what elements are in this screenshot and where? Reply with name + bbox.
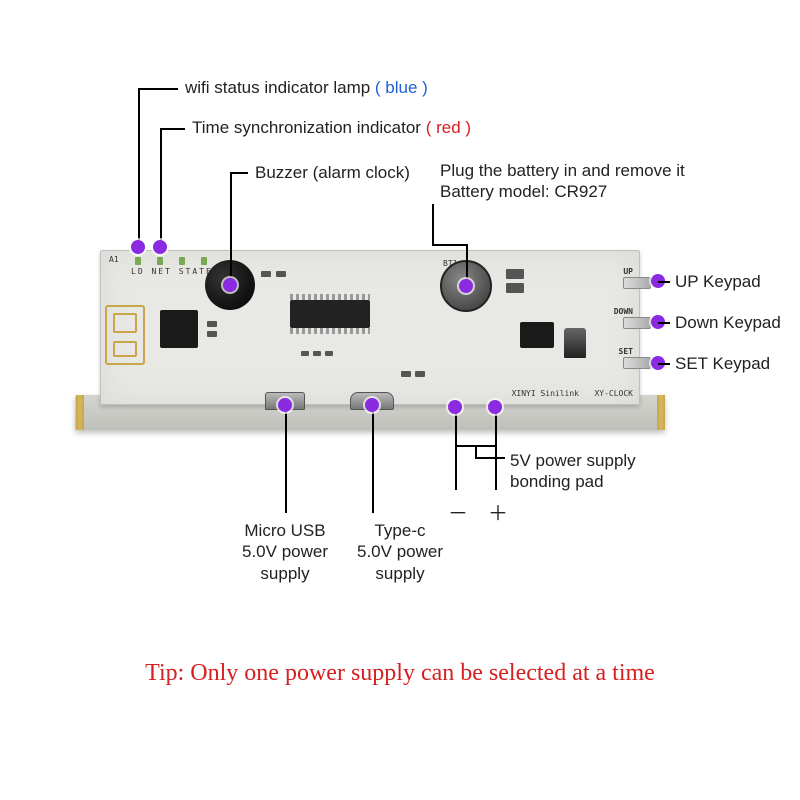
leader-set bbox=[658, 363, 670, 365]
label-buzzer: Buzzer (alarm clock) bbox=[255, 163, 410, 183]
smd-r3 bbox=[301, 351, 309, 356]
tip-text: Tip: Only one power supply can be select… bbox=[0, 660, 800, 687]
leader-buzzer-v bbox=[230, 172, 232, 285]
smd-r4 bbox=[313, 351, 321, 356]
gold-edge-left bbox=[76, 395, 84, 430]
smd-r7 bbox=[415, 371, 425, 377]
dot-micro bbox=[278, 398, 292, 412]
label-bond: 5V power supply bonding pad bbox=[510, 450, 680, 493]
smd-c1 bbox=[207, 321, 217, 327]
leader-time-v bbox=[160, 128, 162, 247]
smd-u2 bbox=[506, 269, 524, 279]
leader-micro-v bbox=[285, 405, 287, 513]
dot-buzzer bbox=[223, 278, 237, 292]
smd-r5 bbox=[325, 351, 333, 356]
leader-wifi-v bbox=[138, 88, 140, 247]
dot-typec bbox=[365, 398, 379, 412]
led-net bbox=[157, 257, 163, 265]
leader-battery-h bbox=[432, 244, 466, 246]
smd-r1 bbox=[261, 271, 271, 277]
button-up bbox=[623, 277, 651, 289]
leader-up bbox=[658, 281, 670, 283]
label-typec: Type-c 5.0V power supply bbox=[345, 520, 455, 584]
leader-typec-v bbox=[372, 405, 374, 513]
led-state bbox=[179, 257, 185, 265]
label-micro-3: supply bbox=[230, 563, 340, 584]
led-ld bbox=[135, 257, 141, 265]
diagram-canvas: A1 LD NET STATE LOCK XINYI Sinilink XY-C… bbox=[0, 0, 800, 800]
label-micro-2: 5.0V power bbox=[230, 541, 340, 562]
button-set bbox=[623, 357, 651, 369]
label-wifi: wifi status indicator lamp ( blue ) bbox=[185, 78, 428, 98]
label-plus: ＋ bbox=[488, 497, 508, 526]
label-typec-1: Type-c bbox=[345, 520, 455, 541]
label-bond-1: 5V power supply bbox=[510, 450, 680, 471]
dot-time bbox=[153, 240, 167, 254]
label-up: UP Keypad bbox=[675, 272, 761, 292]
led-lock bbox=[201, 257, 207, 265]
gold-edge-right bbox=[657, 395, 665, 430]
label-typec-3: supply bbox=[345, 563, 455, 584]
button-down bbox=[623, 317, 651, 329]
label-battery-line2: Battery model: CR927 bbox=[440, 181, 740, 202]
leader-time-h bbox=[160, 128, 185, 130]
leader-battery-v bbox=[432, 204, 434, 244]
label-down: Down Keypad bbox=[675, 313, 781, 333]
leader-down bbox=[658, 322, 670, 324]
leader-bond-h2 bbox=[475, 457, 505, 459]
rtc-chip bbox=[520, 322, 554, 348]
label-battery: Plug the battery in and remove it Batter… bbox=[440, 160, 740, 203]
label-typec-2: 5.0V power bbox=[345, 541, 455, 562]
label-time-paren: ( red ) bbox=[426, 118, 471, 137]
silk-up: UP bbox=[623, 267, 633, 276]
leader-wifi-h bbox=[138, 88, 178, 90]
leader-bond-v bbox=[475, 445, 477, 457]
label-bond-2: bonding pad bbox=[510, 471, 680, 492]
driver-chip bbox=[290, 300, 370, 328]
dot-battery bbox=[459, 279, 473, 293]
silk-down: DOWN bbox=[614, 307, 633, 316]
label-wifi-text: wifi status indicator lamp bbox=[185, 78, 370, 97]
dot-wifi bbox=[131, 240, 145, 254]
label-set: SET Keypad bbox=[675, 354, 770, 374]
smd-r2 bbox=[276, 271, 286, 277]
mcu-chip bbox=[160, 310, 198, 348]
label-minus: － bbox=[448, 497, 468, 526]
label-time: Time synchronization indicator ( red ) bbox=[192, 118, 471, 138]
leader-plus bbox=[495, 407, 497, 490]
label-micro: Micro USB 5.0V power supply bbox=[230, 520, 340, 584]
smd-r6 bbox=[401, 371, 411, 377]
label-time-text: Time synchronization indicator bbox=[192, 118, 421, 137]
dot-minus bbox=[448, 400, 462, 414]
electrolytic-cap bbox=[564, 328, 586, 358]
wifi-antenna-trace bbox=[105, 305, 145, 365]
silk-model: XY-CLOCK bbox=[594, 389, 633, 398]
dot-plus bbox=[488, 400, 502, 414]
leader-minus bbox=[455, 407, 457, 490]
smd-c2 bbox=[207, 331, 217, 337]
smd-u3 bbox=[506, 283, 524, 293]
silk-set: SET bbox=[619, 347, 633, 356]
leader-buzzer-h bbox=[230, 172, 248, 174]
silk-a1: A1 bbox=[109, 255, 119, 264]
label-micro-1: Micro USB bbox=[230, 520, 340, 541]
label-wifi-paren: ( blue ) bbox=[375, 78, 428, 97]
silk-brand: XINYI Sinilink bbox=[512, 389, 579, 398]
label-battery-line1: Plug the battery in and remove it bbox=[440, 160, 740, 181]
